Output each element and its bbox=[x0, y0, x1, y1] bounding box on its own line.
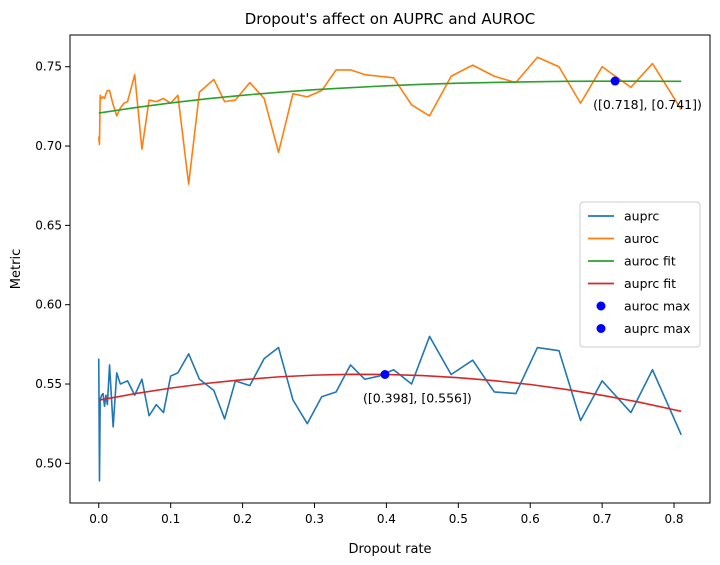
point-auroc-max bbox=[610, 76, 620, 86]
y-tick-label: 0.75 bbox=[35, 60, 62, 74]
x-tick-label: 0.1 bbox=[161, 512, 180, 526]
legend-label-auroc: auroc bbox=[624, 231, 659, 246]
series-line-auroc-fit bbox=[98, 80, 682, 114]
chart-title: Dropout's affect on AUPRC and AUROC bbox=[245, 10, 536, 28]
y-axis: 0.50 0.55 0.60 0.65 0.70 0.75 bbox=[35, 60, 70, 470]
legend-label-auprc-fit: auprc fit bbox=[624, 276, 676, 291]
plot-frame bbox=[69, 34, 711, 504]
x-axis-label: Dropout rate bbox=[348, 542, 431, 557]
y-axis-label: Metric bbox=[9, 249, 24, 289]
y-tick-label: 0.50 bbox=[35, 456, 62, 470]
legend-label-auprc: auprc bbox=[624, 209, 659, 224]
x-tick-label: 0.3 bbox=[305, 512, 324, 526]
legend-swatch-auprc-max bbox=[596, 324, 606, 333]
y-tick-label: 0.65 bbox=[35, 218, 62, 232]
x-tick-label: 0.5 bbox=[449, 512, 468, 526]
x-tick-label: 0.7 bbox=[593, 512, 612, 526]
x-tick-label: 0.6 bbox=[521, 512, 540, 526]
legend-swatch-auroc-max bbox=[596, 301, 606, 311]
legend-label-auroc-fit: auroc fit bbox=[624, 254, 676, 269]
legend-label-auprc-max: auprc max bbox=[624, 321, 690, 336]
x-tick-label: 0.0 bbox=[89, 512, 108, 526]
x-axis: 0.0 0.1 0.2 0.3 0.4 0.5 0.6 0.7 0.8 bbox=[89, 503, 684, 526]
y-tick-label: 0.60 bbox=[35, 298, 62, 312]
y-tick-label: 0.70 bbox=[35, 139, 62, 153]
y-tick-label: 0.55 bbox=[35, 377, 62, 391]
series-line-auroc bbox=[97, 56, 682, 185]
x-tick-label: 0.2 bbox=[233, 512, 252, 526]
series-line-auprc-fit bbox=[98, 373, 682, 413]
plot-area: ([0.718], [0.741]) ([0.398], [0.556]) bbox=[97, 56, 702, 482]
legend: auprc auroc auroc fit auprc fit auroc max aup… bbox=[579, 201, 701, 348]
x-tick-label: 0.8 bbox=[664, 512, 683, 526]
point-auprc-max bbox=[380, 369, 390, 379]
annotation-label: ([0.718], [0.741]) bbox=[593, 97, 702, 112]
legend-label-auroc-max: auroc max bbox=[624, 299, 690, 314]
series-line-auprc bbox=[97, 335, 682, 482]
x-tick-label: 0.4 bbox=[377, 512, 396, 526]
annotation-label: ([0.398], [0.556]) bbox=[363, 390, 472, 405]
